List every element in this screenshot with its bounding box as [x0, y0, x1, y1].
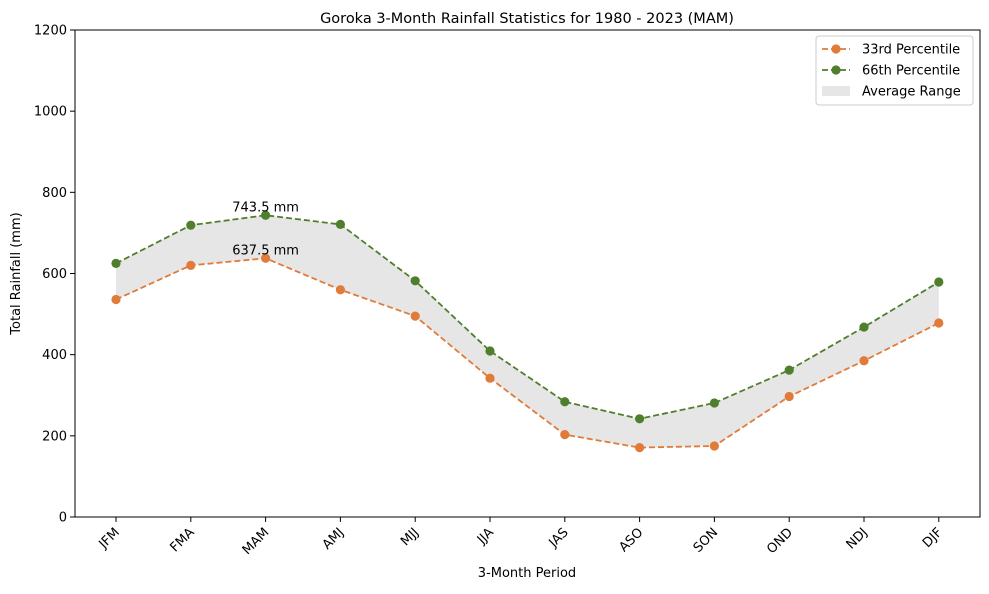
band-layer: [116, 215, 939, 448]
legend-items: 33rd Percentile 66th Percentile Average Ra…: [822, 43, 961, 100]
data-point-66th-percentile-jfm: [111, 258, 121, 268]
y-axis: 0 200 400 600 800 1000 1200: [34, 24, 75, 526]
annotation-label: 743.5 mm: [232, 200, 299, 215]
y-tick-label: 200: [42, 429, 67, 444]
data-point-66th-percentile-jja: [485, 346, 495, 356]
data-point-33rd-percentile-mjj: [410, 311, 420, 321]
data-point-66th-percentile-amj: [335, 219, 345, 229]
data-point-66th-percentile-mam: [261, 210, 271, 220]
data-point-33rd-percentile-mam: [261, 253, 271, 263]
y-tick-label: 1200: [34, 24, 67, 39]
y-axis-label: Total Rainfall (mm): [9, 212, 24, 335]
x-tick-label: AMJ: [320, 525, 348, 553]
data-point-33rd-percentile-ndj: [859, 356, 869, 366]
data-point-66th-percentile-mjj: [410, 276, 420, 286]
data-point-33rd-percentile-aso: [635, 443, 645, 453]
data-point-33rd-percentile-fma: [186, 260, 196, 270]
annotation-label: 637.5 mm: [232, 243, 299, 258]
data-point-33rd-percentile-jfm: [111, 294, 121, 305]
series-layer: [111, 210, 944, 453]
x-tick-label: DJF: [920, 525, 946, 551]
legend-frame: [815, 35, 974, 106]
data-point-66th-percentile-fma: [186, 220, 196, 230]
annotation-layer: 743.5 mm 637.5 mm: [232, 200, 299, 258]
legend-label: 33rd Percentile: [862, 43, 960, 58]
data-point-66th-percentile-aso: [635, 414, 645, 424]
y-tick-label: 600: [42, 267, 67, 282]
data-point-66th-percentile-ndj: [859, 322, 869, 332]
data-point-66th-percentile-jas: [560, 397, 570, 407]
data-point-33rd-percentile-son: [709, 441, 720, 451]
x-axis: JFM FMA MAM AMJ MJJ JJA JAS ASO SON OND NDJ DJF: [96, 517, 946, 558]
y-tick-label: 0: [59, 511, 67, 526]
legend: 33rd Percentile 66th Percentile Average Ra…: [815, 35, 974, 106]
series-line-66th-percentile: [115, 214, 940, 420]
data-point-33rd-percentile-ond: [784, 391, 794, 402]
data-point-33rd-percentile-jas: [560, 430, 570, 440]
data-point-33rd-percentile-amj: [335, 285, 345, 295]
average-range-band: [116, 215, 939, 448]
x-tick-label: JAS: [546, 525, 572, 551]
x-tick-label: JJA: [474, 525, 497, 548]
legend-band-swatch: [822, 86, 850, 96]
data-point-66th-percentile-djf: [934, 277, 944, 287]
data-point-33rd-percentile-jja: [485, 373, 495, 383]
legend-label: 66th Percentile: [862, 64, 960, 79]
legend-marker: [831, 65, 841, 75]
data-point-66th-percentile-ond: [784, 365, 794, 375]
data-point-33rd-percentile-djf: [934, 318, 944, 328]
y-tick-label: 400: [42, 348, 67, 363]
x-tick-label: NDJ: [844, 525, 871, 552]
y-tick-label: 1000: [34, 105, 67, 120]
x-tick-label: MJJ: [398, 525, 422, 549]
y-tick-label: 800: [42, 186, 67, 201]
series-line-33rd-percentile: [115, 257, 940, 449]
plot-area: [75, 30, 980, 517]
chart-title: Goroka 3-Month Rainfall Statistics for 1…: [320, 11, 734, 27]
x-tick-label: JFM: [96, 525, 123, 552]
x-tick-label: SON: [691, 525, 722, 556]
legend-label: Average Range: [862, 85, 961, 100]
x-axis-label: 3-Month Period: [478, 566, 576, 581]
x-tick-label: ASO: [616, 525, 646, 555]
x-tick-label: FMA: [168, 525, 198, 555]
legend-marker: [831, 44, 841, 54]
x-tick-label: OND: [764, 525, 796, 557]
data-point-66th-percentile-son: [709, 398, 720, 408]
x-tick-label: MAM: [240, 525, 273, 558]
